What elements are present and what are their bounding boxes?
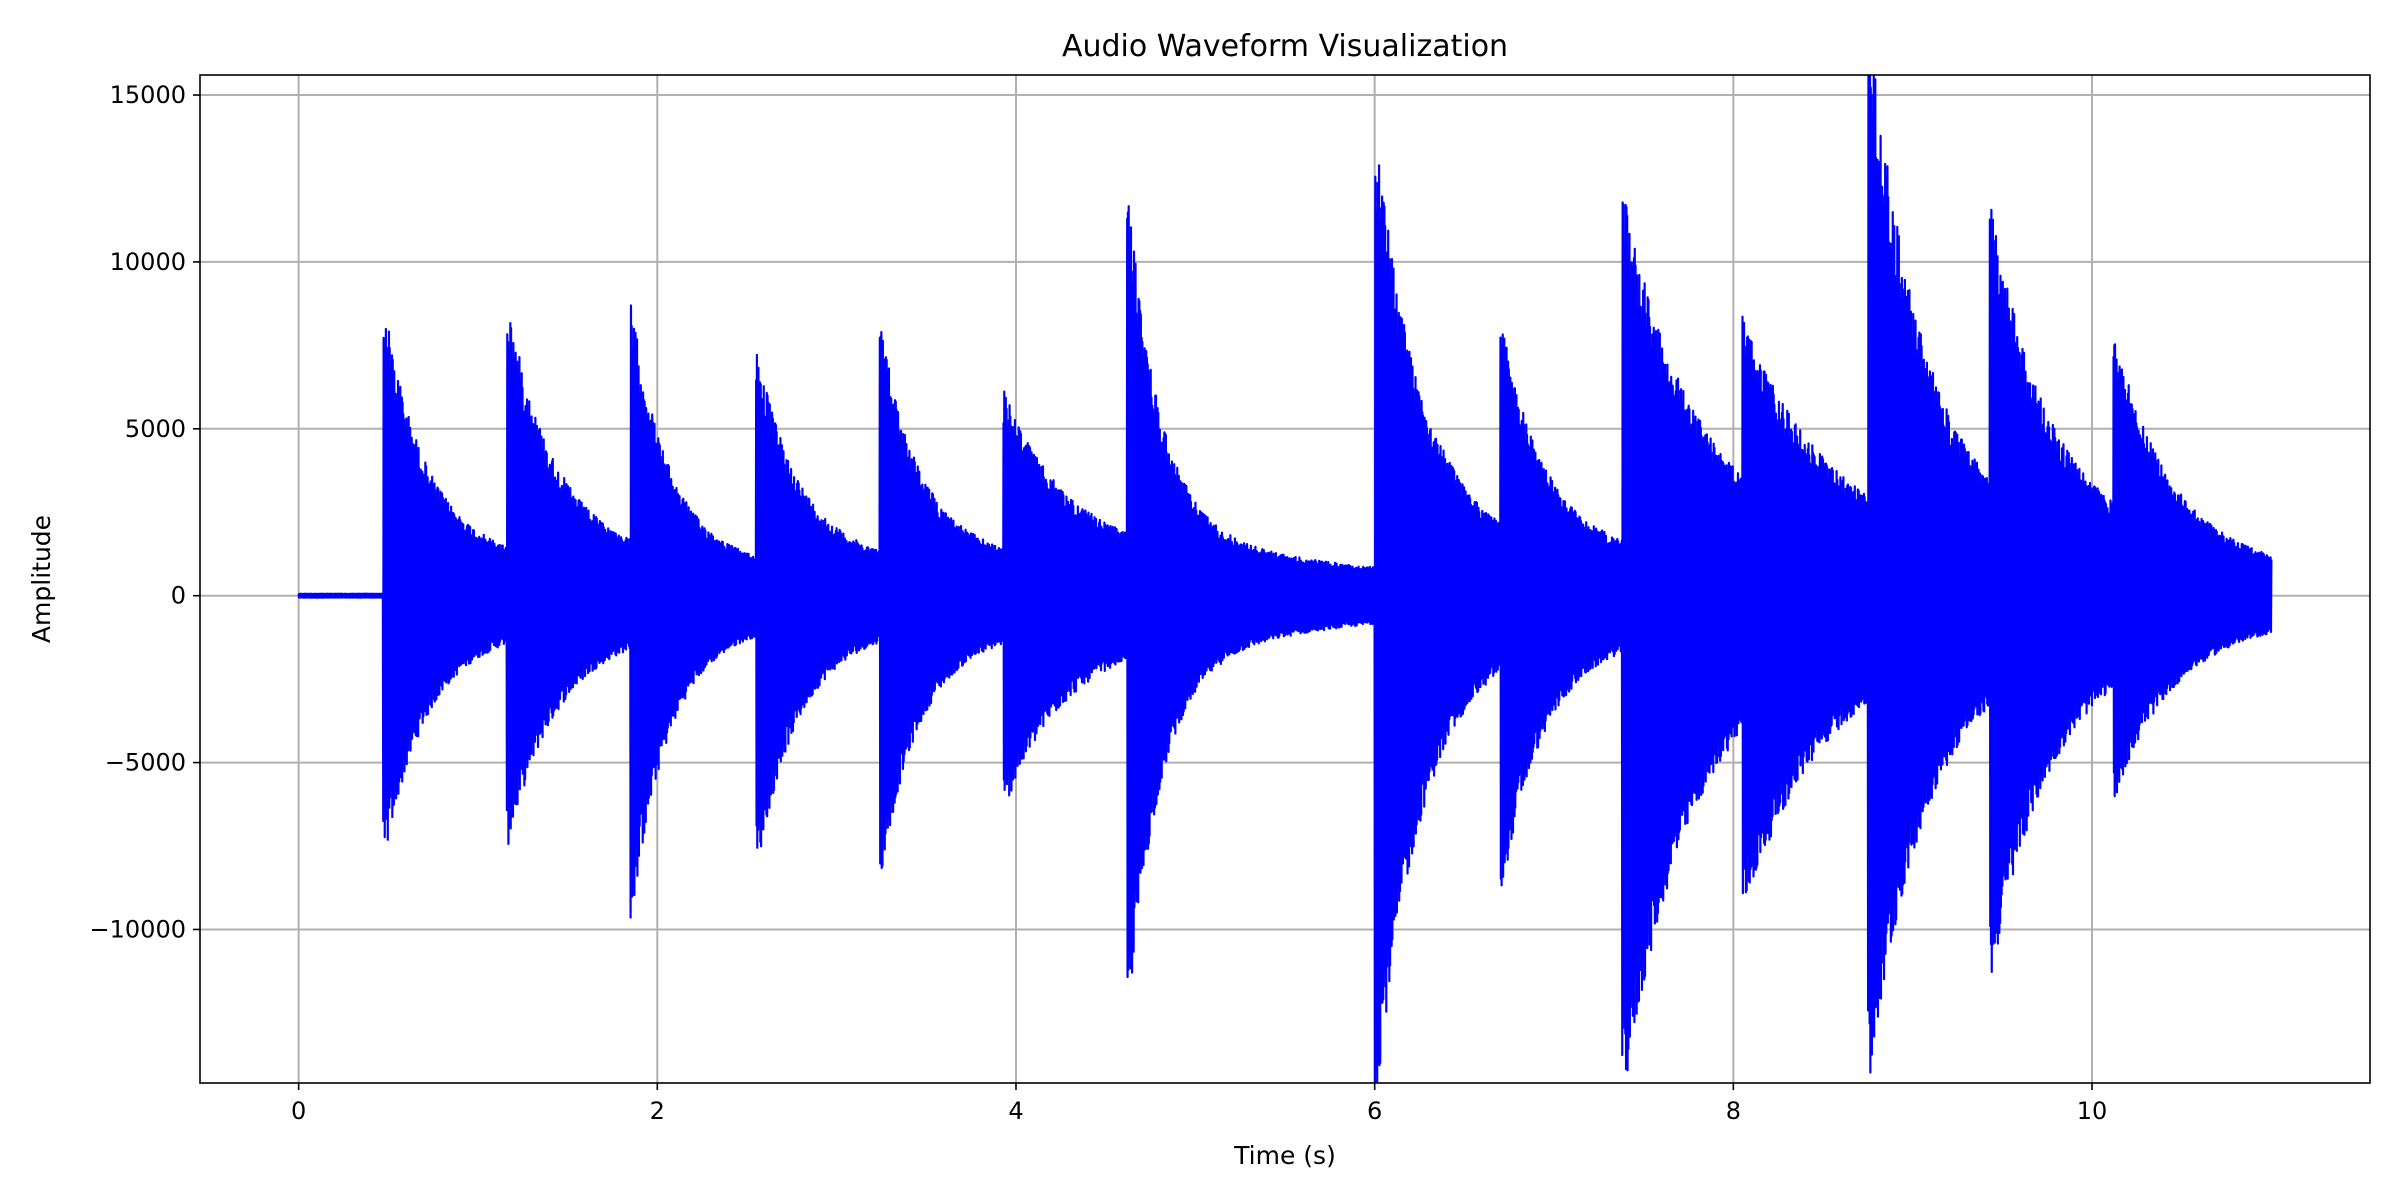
y-tick-label-5: 15000 <box>110 81 186 109</box>
x-tick-label-3: 6 <box>1367 1097 1382 1125</box>
waveform-series <box>297 75 2273 1083</box>
x-tick-label-0: 0 <box>291 1097 306 1125</box>
plot-area <box>297 75 2273 1083</box>
x-tick-label-4: 8 <box>1726 1097 1741 1125</box>
y-tick-label-4: 10000 <box>110 248 186 276</box>
x-tick-label-1: 2 <box>650 1097 665 1125</box>
chart-title: Audio Waveform Visualization <box>1062 29 1508 64</box>
plot-frame <box>199 74 2371 1084</box>
x-axis: 0 2 4 6 8 10 <box>291 1083 2107 1125</box>
y-tick-label-3: 5000 <box>125 415 186 443</box>
y-tick-label-2: 0 <box>171 582 186 610</box>
x-tick-label-2: 4 <box>1008 1097 1023 1125</box>
x-tick-label-5: 10 <box>2077 1097 2108 1125</box>
y-tick-label-1: −5000 <box>105 749 186 777</box>
x-axis-title: Time (s) <box>1233 1141 1336 1170</box>
y-axis-title: Amplitude <box>27 515 56 643</box>
y-axis: −10000 −5000 0 5000 10000 15000 <box>90 81 200 943</box>
y-tick-label-0: −10000 <box>90 915 186 943</box>
